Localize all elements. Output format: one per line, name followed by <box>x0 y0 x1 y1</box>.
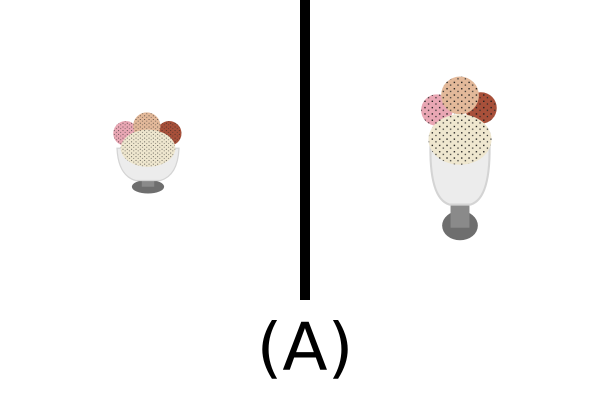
sundae-small-icon <box>113 112 182 194</box>
right-panel <box>310 0 610 300</box>
divider-line <box>300 0 310 300</box>
left-panel <box>0 0 300 300</box>
sundae-large-icon <box>421 76 497 241</box>
caption-label: (A) <box>256 309 354 386</box>
